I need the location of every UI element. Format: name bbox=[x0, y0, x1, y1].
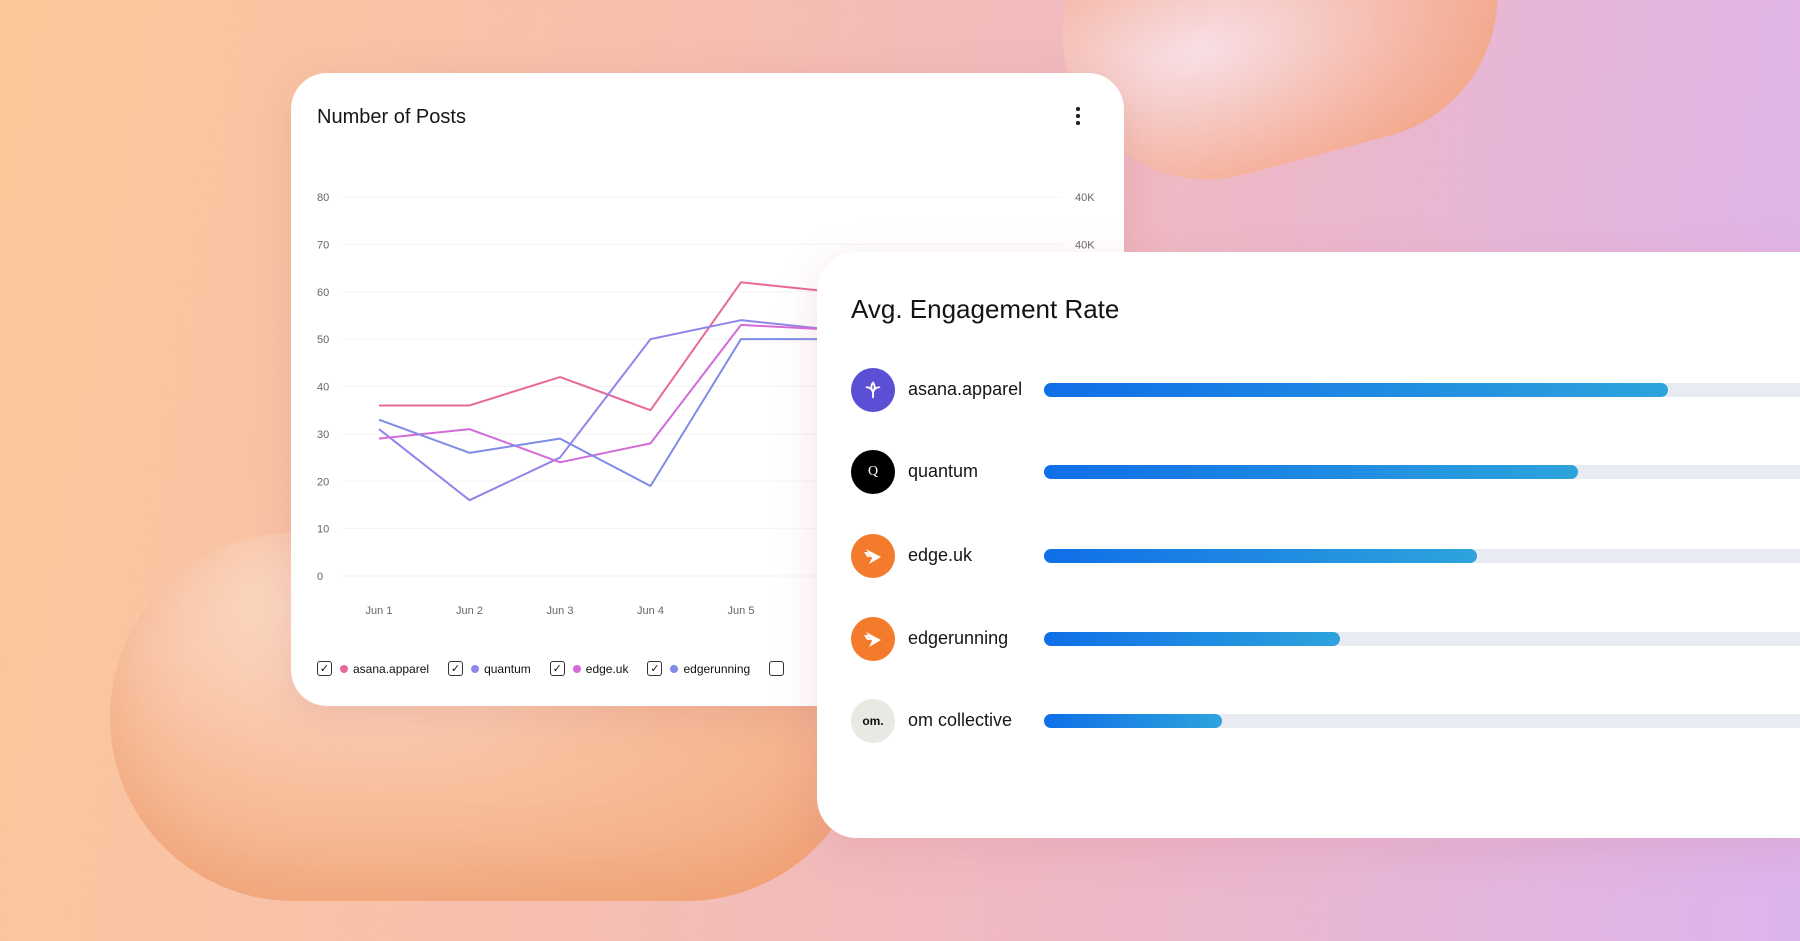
y-axis-tick-label: 80 bbox=[317, 192, 329, 204]
y-axis-right-tick-label: 40K bbox=[1075, 192, 1095, 204]
om-logo-icon: om. bbox=[851, 699, 895, 743]
account-name: om collective bbox=[908, 710, 1013, 730]
checkbox-checked[interactable]: ✓ bbox=[317, 661, 332, 676]
edge-swoosh-icon bbox=[851, 534, 895, 578]
y-axis-tick-label: 70 bbox=[317, 239, 329, 251]
legend-item[interactable]: ✓ edgerunning bbox=[647, 661, 750, 676]
checkbox-unchecked[interactable] bbox=[769, 661, 785, 676]
y-axis-tick-label: 0 bbox=[317, 571, 323, 583]
engagement-bar-track bbox=[1044, 549, 1800, 563]
kebab-menu-icon[interactable] bbox=[1070, 106, 1086, 126]
legend-color-dot bbox=[572, 664, 581, 673]
engagement-bar-track bbox=[1044, 714, 1800, 728]
edge-swoosh-icon bbox=[851, 617, 895, 661]
engagement-row: edgerunning bbox=[851, 617, 1800, 661]
engagement-row: edge.uk bbox=[851, 534, 1800, 578]
account-name: asana.apparel bbox=[908, 379, 1023, 399]
x-axis-tick-label: Jun 1 bbox=[366, 605, 393, 617]
checkbox-checked[interactable]: ✓ bbox=[549, 661, 565, 676]
series-line-asana-apparel bbox=[379, 281, 832, 412]
y-axis-tick-label: 50 bbox=[317, 334, 329, 346]
legend-item[interactable]: ✓ edge.uk bbox=[549, 661, 629, 676]
legend-label: quantum bbox=[484, 661, 531, 676]
x-axis-tick-label: Jun 3 bbox=[547, 605, 574, 617]
series-line-edgerunning bbox=[378, 338, 832, 487]
series-line-edge-uk bbox=[378, 323, 832, 464]
engagement-bar-track bbox=[1044, 383, 1800, 397]
engagement-bar-fill bbox=[1044, 549, 1477, 563]
lotus-icon bbox=[851, 368, 895, 412]
legend-color-dot bbox=[340, 664, 348, 673]
x-axis-tick-label: Jun 4 bbox=[637, 605, 664, 617]
engagement-card-title: Avg. Engagement Rate bbox=[851, 294, 1120, 324]
x-axis-tick-label: Jun 2 bbox=[456, 605, 483, 617]
legend-item[interactable] bbox=[769, 661, 792, 676]
y-axis-tick-label: 60 bbox=[317, 287, 329, 299]
legend-label: asana.apparel bbox=[353, 661, 430, 676]
quantum-q-icon: Q bbox=[851, 450, 895, 494]
legend-color-dot bbox=[670, 664, 679, 673]
engagement-bar-fill bbox=[1044, 632, 1341, 646]
engagement-row: om. om collective bbox=[851, 699, 1800, 743]
checkbox-checked[interactable]: ✓ bbox=[647, 661, 663, 676]
y-axis-tick-label: 20 bbox=[317, 476, 329, 488]
engagement-bar-track bbox=[1044, 632, 1800, 646]
legend-color-dot bbox=[471, 664, 480, 673]
y-axis-tick-label: 40 bbox=[317, 382, 329, 394]
y-axis-right-tick-label: 40K bbox=[1075, 239, 1095, 251]
engagement-bar-track bbox=[1044, 465, 1800, 479]
engagement-bar-fill bbox=[1044, 383, 1668, 397]
account-name: quantum bbox=[908, 461, 979, 481]
legend-item[interactable]: ✓ quantum bbox=[448, 661, 531, 676]
y-axis-tick-label: 30 bbox=[317, 429, 329, 441]
legend-label: edge.uk bbox=[585, 661, 629, 676]
y-axis-tick-label: 10 bbox=[317, 524, 329, 536]
checkbox-checked[interactable]: ✓ bbox=[448, 661, 464, 676]
x-axis-tick-label: Jun 5 bbox=[728, 605, 755, 617]
legend-item[interactable]: ✓ asana.apparel bbox=[317, 661, 429, 676]
account-name: edgerunning bbox=[908, 628, 1009, 648]
series-line-quantum bbox=[378, 319, 832, 502]
engagement-bar-fill bbox=[1044, 465, 1579, 479]
chart-legend: ✓ asana.apparel ✓ quantum ✓ edge.uk ✓ edgerunni… bbox=[317, 661, 811, 676]
engagement-row: asana.apparel bbox=[851, 368, 1800, 412]
account-name: edge.uk bbox=[908, 545, 973, 565]
legend-label: edgerunning bbox=[683, 661, 751, 676]
posts-card-title: Number of Posts bbox=[317, 106, 466, 128]
engagement-bar-fill bbox=[1044, 714, 1222, 728]
